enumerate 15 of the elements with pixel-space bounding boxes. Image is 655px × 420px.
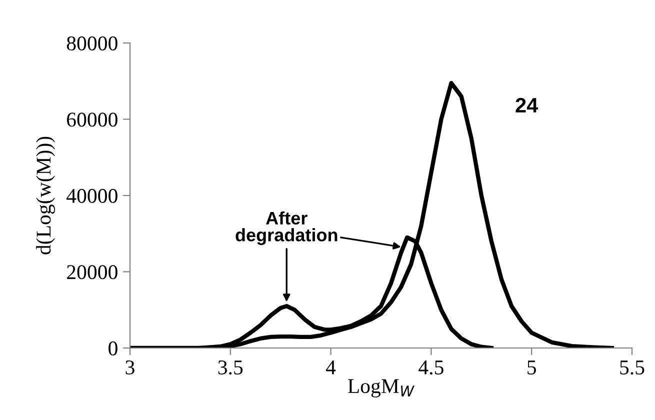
annotation: 24 bbox=[516, 98, 538, 112]
y-axis-title: d(Log(w(M))) bbox=[36, 136, 55, 254]
annotation: After degradation bbox=[236, 211, 338, 246]
y-tick-label: 60000 bbox=[67, 112, 118, 127]
x-tick-label: 5.5 bbox=[620, 360, 644, 375]
y-tick-label: 20000 bbox=[67, 265, 118, 280]
y-tick-label: 40000 bbox=[66, 188, 118, 203]
x-tick-label: 5 bbox=[528, 360, 536, 374]
y-tick-label: 0 bbox=[108, 341, 118, 356]
x-tick-label: 4.5 bbox=[418, 360, 444, 375]
x-tick-label: 3.5 bbox=[218, 360, 243, 375]
x-tick-label: 4 bbox=[326, 360, 336, 374]
x-axis-title: LogM$_{W}$ bbox=[348, 379, 415, 398]
x-tick-label: 3 bbox=[126, 360, 134, 374]
y-tick-label: 80000 bbox=[66, 36, 118, 50]
